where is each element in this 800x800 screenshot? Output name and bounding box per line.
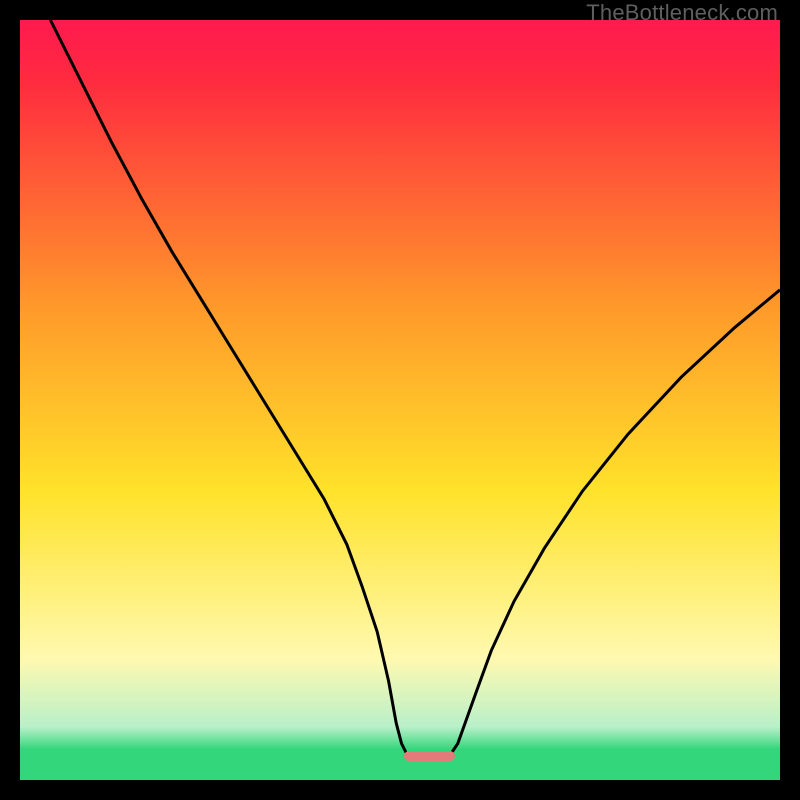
curve-right-branch [452, 290, 780, 753]
bottleneck-curve [20, 20, 780, 780]
plot-area [20, 20, 780, 780]
curve-left-branch [50, 20, 406, 753]
watermark-text: TheBottleneck.com [586, 0, 778, 26]
chart-frame: TheBottleneck.com [0, 0, 800, 800]
valley-marker [404, 751, 455, 761]
